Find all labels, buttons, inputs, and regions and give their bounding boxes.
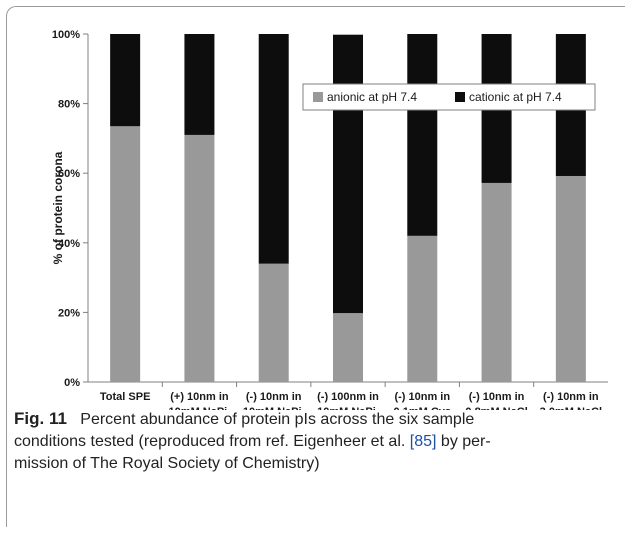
y-tick-label: 0% <box>64 377 80 389</box>
x-category-label: (-) 100nm in10mM NaPi,pH 7.4 <box>317 391 379 410</box>
x-category-label: (+) 10nm in10mM NaPi,pH 7.4 <box>169 391 231 410</box>
y-tick-label: 20% <box>58 307 80 319</box>
legend-label: anionic at pH 7.4 <box>327 90 417 104</box>
y-tick-label: 60% <box>58 168 80 180</box>
bar-cationic <box>258 34 289 264</box>
legend-swatch <box>313 92 323 102</box>
caption-label: Fig. 11 <box>14 409 67 428</box>
caption-reference-link[interactable]: [85] <box>409 433 437 450</box>
legend-box <box>302 83 596 111</box>
bar-anionic <box>333 313 363 382</box>
chart-legend: anionic at pH 7.4 cationic at pH 7.4 <box>302 83 596 111</box>
bar-anionic <box>555 175 586 382</box>
bar-anionic <box>481 182 512 382</box>
x-category-label: (-) 10nm in0.1mM Cys <box>394 391 451 410</box>
stacked-bar-chart: 0% 20% 40% 60% 80% 100% Total SPE (+) 10nm in1… <box>51 29 608 410</box>
x-category-label: (-) 10nm in0.8mM NaCl <box>465 391 527 410</box>
bar-cationic <box>184 34 215 135</box>
y-tick-labels: 0% 20% 40% 60% 80% 100% <box>52 29 80 389</box>
bar-anionic <box>184 134 215 382</box>
y-axis-label: % of protein corona <box>51 151 65 264</box>
x-category-label: (-) 10nm in10mM NaPi,pH 7.4 <box>243 391 305 410</box>
y-tick-label: 100% <box>52 29 80 41</box>
bar-anionic <box>258 263 289 382</box>
x-category-label: Total SPE <box>100 391 151 403</box>
caption-line1: Percent abundance of protein pIs across … <box>80 411 475 428</box>
x-category-label: (-) 10nm in3.0mM NaCl <box>540 391 602 410</box>
y-tick-label: 40% <box>58 238 80 250</box>
bar-anionic <box>110 126 141 382</box>
bar-cationic <box>407 34 438 236</box>
x-category-labels: Total SPE (+) 10nm in10mM NaPi,pH 7.4 (-) … <box>100 391 602 410</box>
figure-frame <box>6 6 625 527</box>
legend-swatch <box>455 92 465 102</box>
bar-cationic <box>110 34 141 127</box>
figure-caption: Fig. 11 Percent abundance of protein pIs… <box>14 408 614 475</box>
caption-line2: conditions tested (reproduced from ref. … <box>14 433 410 450</box>
chart-bars <box>110 34 586 382</box>
legend-label: cationic at pH 7.4 <box>469 90 562 104</box>
bar-anionic <box>407 235 438 382</box>
caption-line3: mission of The Royal Society of Chemistr… <box>14 455 320 472</box>
y-tick-label: 80% <box>58 99 80 111</box>
caption-line2b: by per- <box>436 433 491 450</box>
bar-cationic <box>333 34 363 314</box>
